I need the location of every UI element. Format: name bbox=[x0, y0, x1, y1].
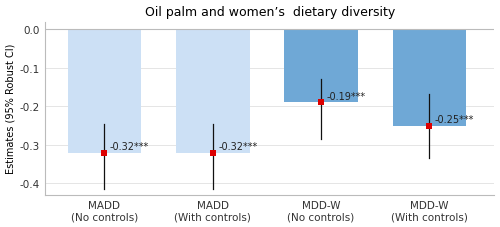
Bar bbox=[392, 30, 466, 126]
Y-axis label: Estimates (95% Robust CI): Estimates (95% Robust CI) bbox=[6, 44, 16, 174]
Text: -0.19***: -0.19*** bbox=[326, 91, 366, 101]
Text: -0.32***: -0.32*** bbox=[218, 141, 258, 151]
Bar bbox=[68, 30, 142, 153]
Bar bbox=[176, 30, 250, 153]
Text: -0.32***: -0.32*** bbox=[110, 141, 149, 151]
Bar bbox=[284, 30, 358, 103]
Text: -0.25***: -0.25*** bbox=[435, 115, 474, 124]
Title: Oil palm and women’s  dietary diversity: Oil palm and women’s dietary diversity bbox=[144, 5, 395, 18]
